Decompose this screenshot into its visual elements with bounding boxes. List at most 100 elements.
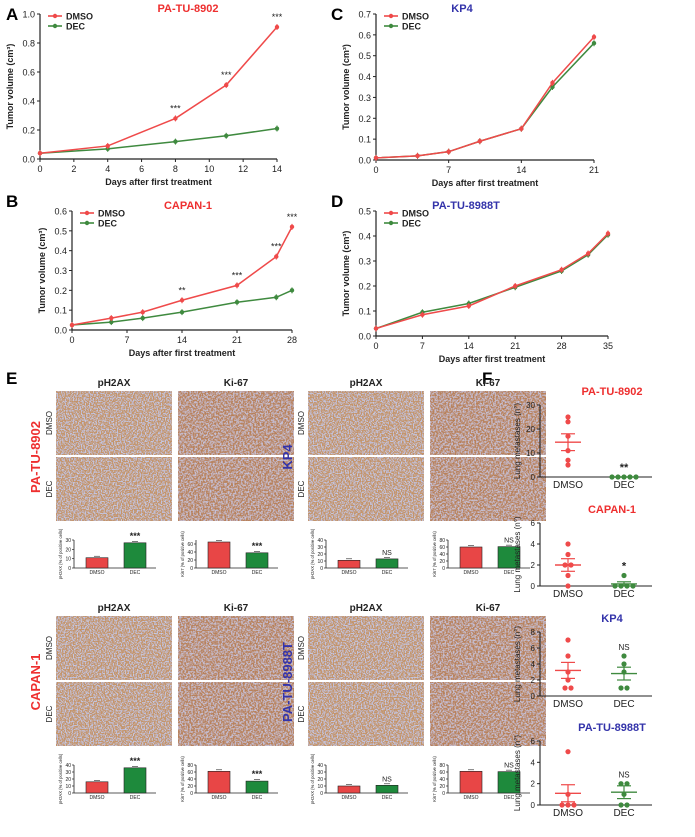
x-tick-label: 21	[232, 335, 242, 345]
bar-y-tick-label: 40	[65, 763, 71, 769]
data-point-dmso	[466, 303, 471, 309]
data-point-dmso	[274, 254, 279, 259]
ihc-texture-ki-67-dmso	[430, 391, 546, 455]
scatter-chart-pa-tu-8902: PA-TU-8902 0 10 20 30 Lung metastases (n°) DMS…	[513, 386, 652, 491]
x-tick-label: 14	[516, 165, 526, 175]
ihc-texture-ki-67-dec	[430, 682, 546, 746]
ihc-column-label: pH2AX	[98, 378, 131, 389]
data-point-dec	[618, 685, 624, 691]
x-tick-label: 0	[373, 341, 378, 351]
legend-label-dmso: DMSO	[66, 12, 93, 22]
data-point-dec	[140, 315, 145, 321]
scatter-chart-capan-1: CAPAN-1 0 2 4 6 Lung metastases (n°) DMSO DEC *	[513, 504, 652, 600]
bar-dec	[245, 552, 269, 569]
bar-dmso	[337, 559, 361, 569]
data-point-dmso	[565, 749, 571, 755]
series-line-dec	[375, 42, 595, 159]
bar-dec	[123, 767, 147, 794]
bar-y-axis-label: Ki67 (% of positive cells)	[432, 531, 437, 577]
bar-y-tick-label: 40	[317, 763, 323, 769]
data-point-dmso	[565, 462, 571, 468]
bar-y-tick-label: 30	[317, 770, 323, 776]
bar-significance-label: ***	[252, 769, 263, 779]
y-tick-label: 0.4	[22, 97, 35, 107]
legend-label-dec: DEC	[98, 219, 118, 229]
data-point-dec	[224, 133, 229, 138]
data-point-dmso	[585, 251, 591, 256]
data-point-dmso	[173, 116, 178, 121]
bar-dec	[375, 558, 399, 569]
bar-y-tick-label: 0	[442, 791, 445, 797]
y-tick-label: 0.1	[358, 135, 371, 145]
chart-title: KP4	[451, 3, 473, 15]
y-tick-label: 0.5	[358, 51, 371, 61]
significance-label: ***	[232, 270, 243, 280]
data-point-dmso	[373, 155, 379, 161]
bar-dmso	[337, 785, 361, 794]
data-point-dmso	[274, 24, 280, 30]
x-category-label: DEC	[613, 699, 634, 710]
panel-letter-b: B	[6, 192, 18, 211]
bar-y-tick-label: 60	[439, 545, 445, 551]
series-line-dec	[375, 234, 609, 330]
data-point-dec	[624, 685, 630, 691]
data-point-dmso	[568, 685, 574, 691]
panel-letter-e: E	[6, 369, 17, 388]
data-point-dec	[274, 126, 280, 131]
bar-y-axis-label: Ki67 (% of positive cells)	[432, 756, 437, 802]
y-tick-label: 4	[531, 660, 536, 669]
bar-y-tick-label: 60	[187, 542, 193, 548]
significance-label: ***	[272, 12, 283, 22]
bar-y-tick-label: 20	[317, 552, 323, 558]
y-tick-label: 0.0	[358, 332, 371, 342]
data-point-dmso	[550, 80, 555, 86]
x-tick-label: 0	[69, 335, 74, 345]
bar-category-label: DMSO	[212, 795, 227, 801]
data-point-dmso	[565, 637, 571, 643]
bar-y-tick-label: 20	[65, 547, 71, 553]
legend-marker-dmso	[84, 210, 90, 216]
y-tick-label: 0.3	[54, 266, 67, 276]
bar-y-tick-label: 40	[187, 550, 193, 556]
legend-marker-dmso	[388, 210, 394, 216]
ihc-column-label: pH2AX	[98, 603, 131, 614]
significance-label: ***	[221, 70, 232, 80]
ihc-row-label: DEC	[297, 480, 306, 497]
significance-label: *	[622, 561, 627, 573]
scatter-chart-pa-tu-8988t: PA-TU-8988T 0 2 4 6 Lung metastases (n°) DMSO D…	[513, 722, 652, 819]
ihc-texture-ph2ax-dec	[56, 682, 172, 746]
line-chart-kp4: 0.0 0.1 0.2 0.3 0.4 0.5 0.6 0.7 0 7 14 21 Days after…	[341, 3, 599, 188]
data-point-dec	[618, 802, 624, 808]
data-point-dmso	[565, 457, 571, 463]
y-axis-label: Tumor volume (cm³)	[5, 44, 15, 130]
data-point-dmso	[565, 572, 571, 579]
bar-y-tick-label: 0	[320, 791, 323, 797]
significance-label: ***	[271, 242, 282, 252]
bar-y-tick-label: 40	[439, 552, 445, 558]
cell-line-label: PA-TU-8902	[28, 421, 43, 493]
chart-title: CAPAN-1	[164, 200, 212, 212]
bar-y-tick-label: 20	[317, 777, 323, 783]
y-tick-label: 2	[531, 561, 536, 570]
data-point-dmso	[559, 802, 565, 808]
y-tick-label: 0.7	[358, 10, 371, 20]
ihc-texture-ki-67-dmso	[178, 391, 294, 455]
y-axis-label: Tumor volume (cm³)	[341, 231, 351, 317]
y-tick-label: 0.6	[358, 30, 371, 40]
x-tick-label: 10	[204, 164, 214, 174]
x-tick-label: 21	[589, 165, 599, 175]
bar-significance-label: ***	[130, 756, 141, 766]
data-point-dec	[234, 300, 240, 305]
x-category-label: DMSO	[553, 589, 583, 600]
y-tick-label: 0	[531, 473, 536, 482]
bar-dec	[497, 546, 521, 569]
data-point-dec	[621, 653, 627, 659]
data-point-dmso	[565, 653, 571, 659]
bar-y-tick-label: 10	[65, 784, 71, 790]
chart-title: KP4	[601, 613, 623, 625]
ihc-texture-ph2ax-dmso	[308, 616, 424, 680]
chart-title: PA-TU-8988T	[578, 722, 646, 734]
y-axis-label: Lung metastases (n°)	[513, 626, 522, 702]
ihc-row-label: DMSO	[297, 636, 306, 660]
ihc-block-pa-tu-8902: pH2AX Ki-67DMSODECPA-TU-89020102030pH2AX …	[28, 378, 294, 579]
